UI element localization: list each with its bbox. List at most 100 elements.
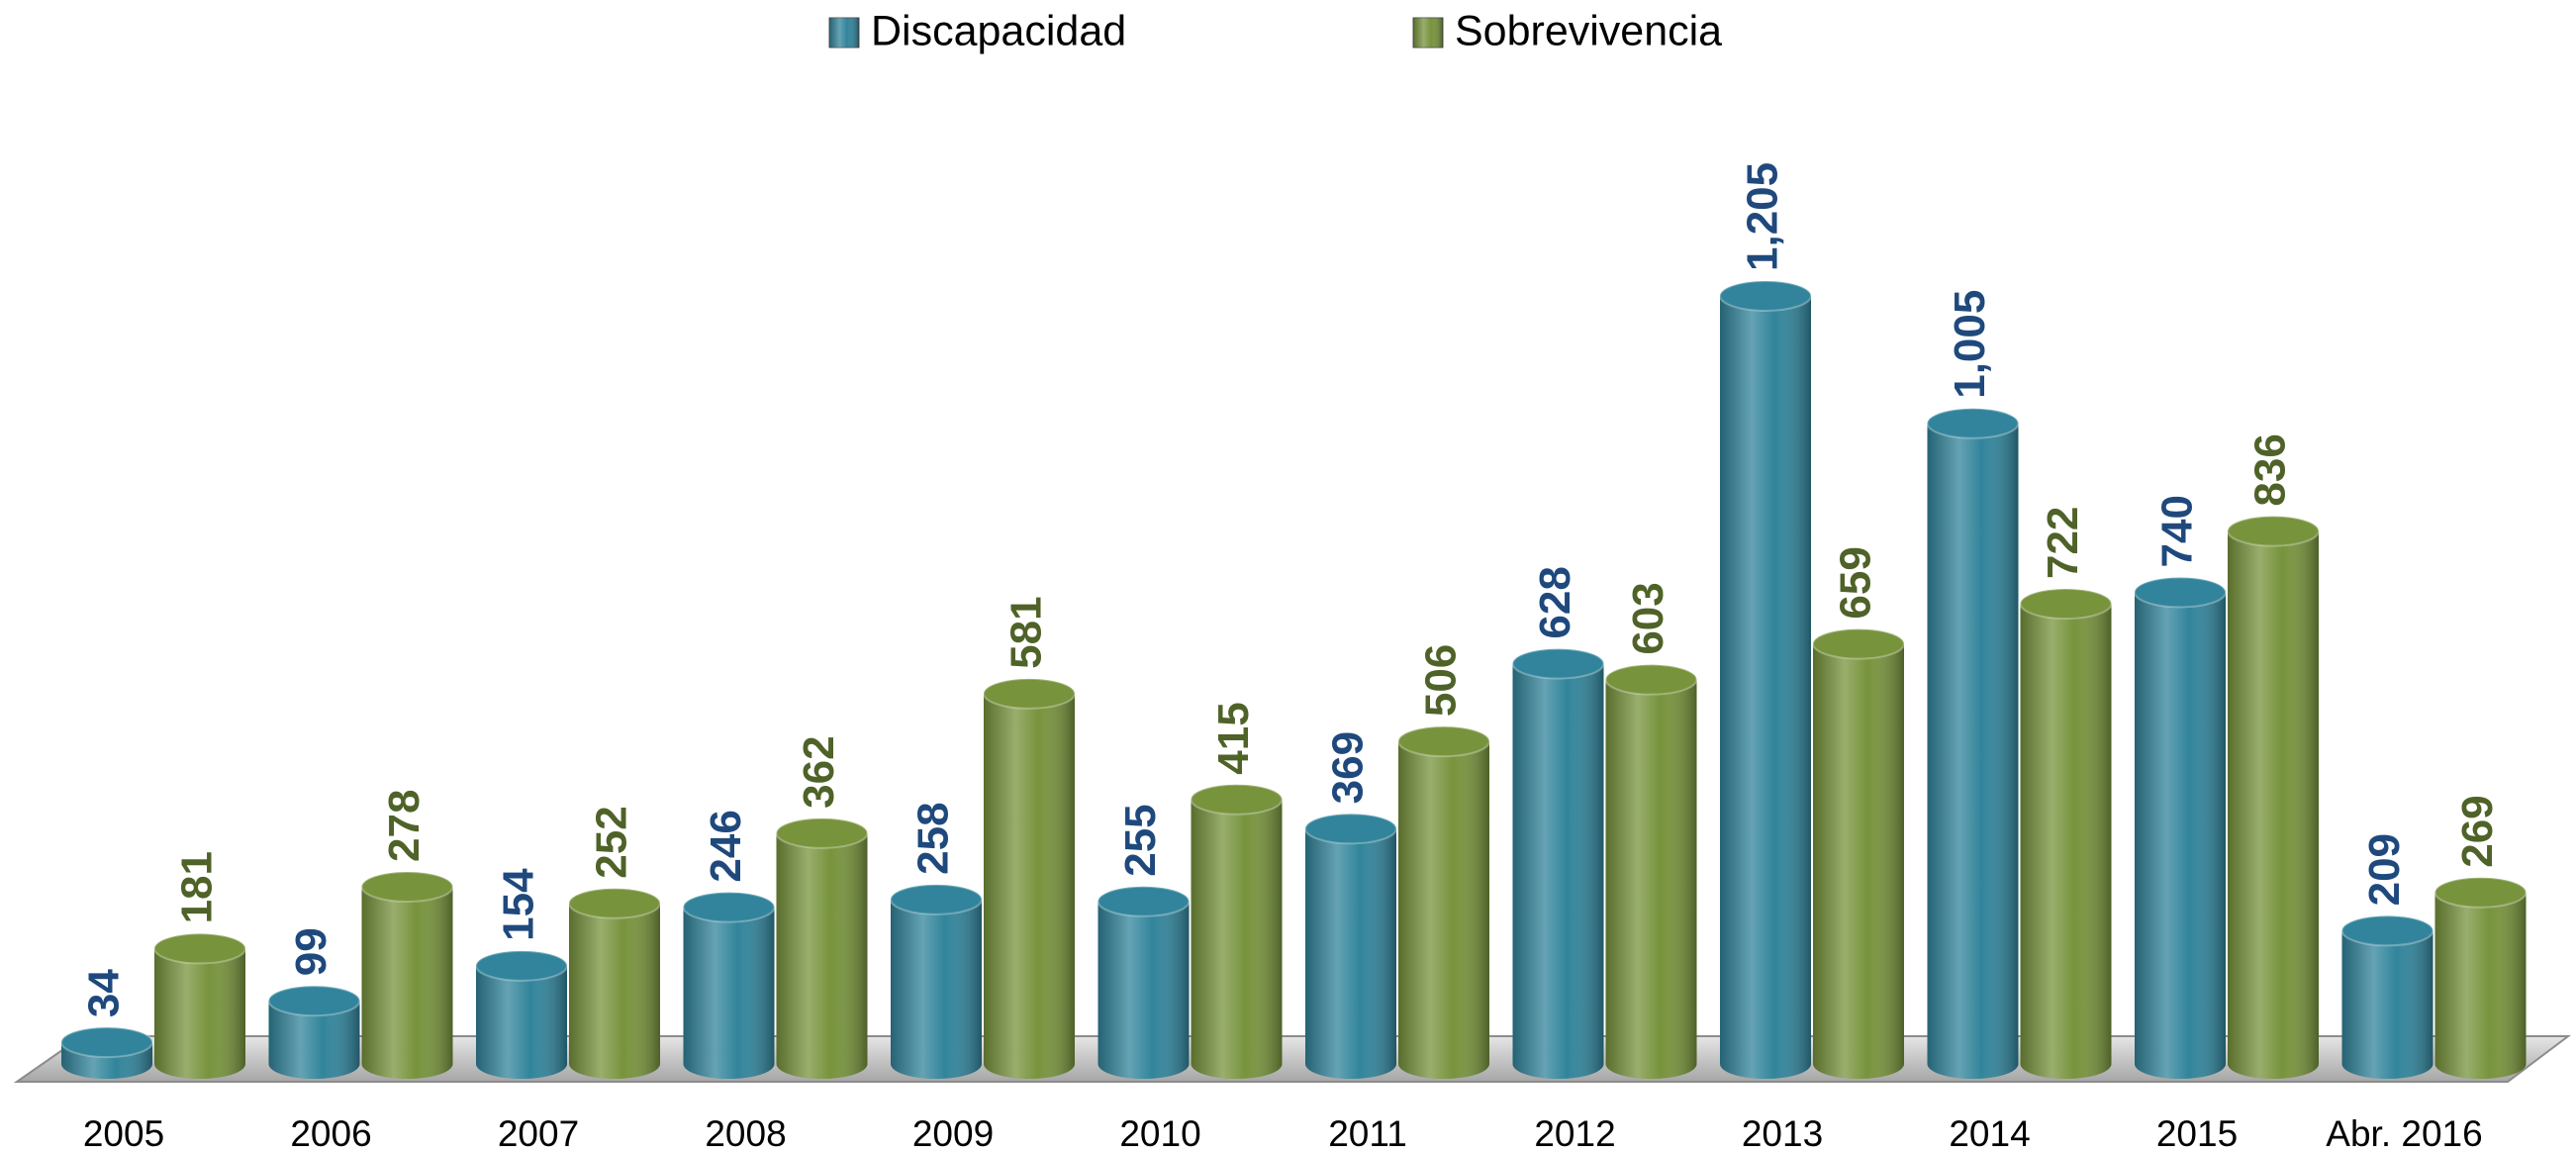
- bar-top: [983, 677, 1076, 710]
- bar-base-shade: [891, 1049, 982, 1079]
- bar-top: [1719, 279, 1812, 312]
- value-label: 258: [909, 802, 958, 874]
- bar-top: [1190, 783, 1284, 816]
- bar-top: [890, 883, 983, 915]
- value-label: 659: [1832, 546, 1880, 619]
- bar-shade: [1512, 663, 1604, 1064]
- bar-base-shade: [1720, 1049, 1811, 1079]
- bar-shade: [683, 907, 775, 1064]
- value-label: 362: [795, 735, 843, 808]
- x-tick-label: 2007: [498, 1113, 579, 1154]
- legend-swatch-shade: [829, 18, 859, 48]
- bar-shade: [569, 903, 660, 1064]
- x-tick-label: 2008: [705, 1113, 786, 1154]
- value-label: 603: [1624, 582, 1672, 654]
- bar-top: [2340, 914, 2434, 947]
- value-label: 154: [495, 868, 543, 941]
- bar-top: [2433, 876, 2528, 909]
- bar-shade: [1097, 901, 1190, 1064]
- bar-top: [153, 932, 246, 965]
- x-tick-label: 2010: [1119, 1113, 1200, 1154]
- bar-shade: [1398, 741, 1489, 1064]
- bar-base-shade: [683, 1049, 775, 1079]
- bar-base-shade: [776, 1049, 868, 1079]
- x-tick-label: 2014: [1949, 1113, 2030, 1154]
- bar-shade: [476, 965, 567, 1064]
- bar-shade: [2135, 592, 2226, 1064]
- value-label: 836: [2246, 433, 2295, 506]
- bar-base-shade: [2228, 1049, 2319, 1079]
- bar-shade: [2020, 604, 2112, 1064]
- value-label: 34: [80, 969, 129, 1017]
- x-tick-label: Abr. 2016: [2326, 1113, 2482, 1154]
- bar-shade: [361, 886, 453, 1064]
- value-label: 1,205: [1739, 162, 1787, 271]
- bar-base-shade: [61, 1049, 152, 1079]
- bar-base-shade: [476, 1049, 567, 1079]
- bar-base-shade: [2341, 1049, 2433, 1079]
- bar-top: [60, 1026, 153, 1059]
- bar-base-shade: [154, 1049, 245, 1079]
- bar-top: [267, 985, 361, 1017]
- bar-base-shade: [2135, 1049, 2226, 1079]
- x-tick-label: 2013: [1742, 1113, 1823, 1154]
- bar-top: [2019, 588, 2113, 621]
- value-label: 740: [2153, 495, 2202, 567]
- value-label: 99: [287, 927, 335, 976]
- value-label: 506: [1417, 644, 1466, 717]
- value-label: 278: [380, 790, 429, 862]
- bar-top: [1812, 627, 1905, 660]
- value-label: 246: [702, 810, 750, 882]
- bar-top: [568, 887, 661, 919]
- bar-top: [2227, 515, 2320, 547]
- value-label: 269: [2453, 795, 2502, 867]
- bar-top: [475, 949, 568, 982]
- legend-swatch-shade: [1413, 18, 1443, 48]
- bar-base-shade: [268, 1049, 360, 1079]
- bar-top: [1511, 647, 1605, 680]
- bar-top: [360, 870, 454, 903]
- value-label: 369: [1324, 731, 1373, 804]
- legend-label: Sobrevivencia: [1455, 7, 1722, 54]
- bar-base-shade: [1305, 1049, 1396, 1079]
- bar-shade: [984, 693, 1075, 1064]
- value-label: 628: [1531, 566, 1579, 638]
- bar-base-shade: [2020, 1049, 2112, 1079]
- bar-base-shade: [1813, 1049, 1904, 1079]
- bar-top: [1926, 407, 2020, 439]
- x-tick-label: 2011: [1328, 1113, 1407, 1154]
- bar-shade: [1813, 643, 1904, 1064]
- bar-shade: [1927, 423, 2019, 1064]
- bar-base-shade: [361, 1049, 453, 1079]
- value-label: 581: [1002, 596, 1051, 668]
- value-label: 209: [2360, 833, 2409, 906]
- bar-shade: [2434, 892, 2527, 1064]
- bar-base-shade: [1097, 1049, 1190, 1079]
- value-label: 415: [1209, 702, 1258, 774]
- bar-base-shade: [984, 1049, 1075, 1079]
- value-label: 252: [588, 806, 636, 878]
- bar-shade: [154, 948, 245, 1064]
- bar-shade: [2341, 930, 2433, 1064]
- bar-base-shade: [569, 1049, 660, 1079]
- bar-shade: [1605, 679, 1697, 1064]
- bar-shade: [1191, 799, 1283, 1064]
- x-tick-label: 2006: [290, 1113, 371, 1154]
- legend-label: Discapacidad: [871, 7, 1126, 54]
- value-label: 1,005: [1946, 290, 1994, 399]
- bar-base-shade: [1927, 1049, 2019, 1079]
- bar-top: [682, 891, 776, 923]
- bar-top: [1397, 725, 1490, 758]
- value-label: 722: [2039, 507, 2087, 579]
- bar-shade: [2228, 530, 2319, 1064]
- x-tick-label: 2005: [83, 1113, 164, 1154]
- bar-top: [775, 817, 869, 849]
- value-label: 255: [1116, 804, 1165, 876]
- bar-base-shade: [1398, 1049, 1489, 1079]
- bar-shade: [776, 832, 868, 1064]
- bar-top: [1304, 813, 1397, 845]
- bar-base-shade: [1191, 1049, 1283, 1079]
- bar-top: [1097, 885, 1191, 917]
- bar-shade: [1720, 295, 1811, 1065]
